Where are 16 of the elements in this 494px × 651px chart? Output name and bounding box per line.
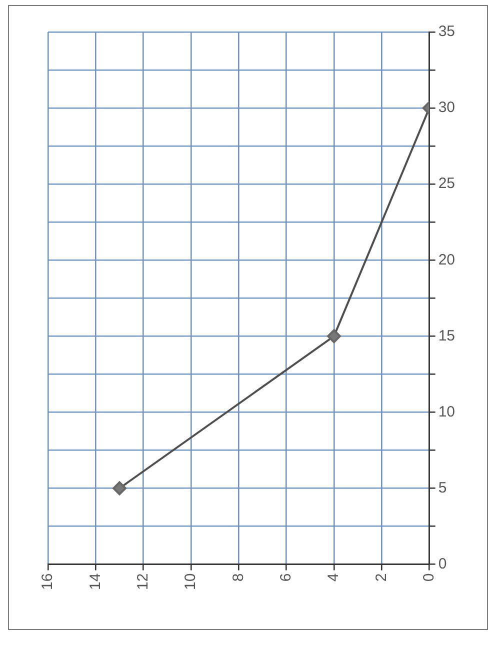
x-tick-label: 10	[182, 573, 200, 590]
y-tick-label: 15	[438, 327, 456, 344]
y-tick-label: 20	[438, 251, 456, 268]
x-tick-label: 14	[86, 573, 104, 590]
y-tick-label: 30	[438, 99, 456, 116]
y-tick-label: 25	[438, 175, 456, 192]
x-tick-label: 8	[230, 573, 247, 582]
y-tick-label: 35	[438, 23, 456, 40]
x-tick-label: 0	[420, 573, 438, 582]
y-tick-label: 10	[438, 403, 456, 420]
x-tick-label: 6	[277, 573, 294, 582]
x-tick-label: 4	[325, 573, 342, 582]
y-tick-label: 5	[438, 479, 447, 496]
x-tick-label: 12	[134, 573, 152, 590]
x-tick-label: 2	[372, 573, 390, 582]
x-tick-label: 16	[39, 573, 56, 590]
